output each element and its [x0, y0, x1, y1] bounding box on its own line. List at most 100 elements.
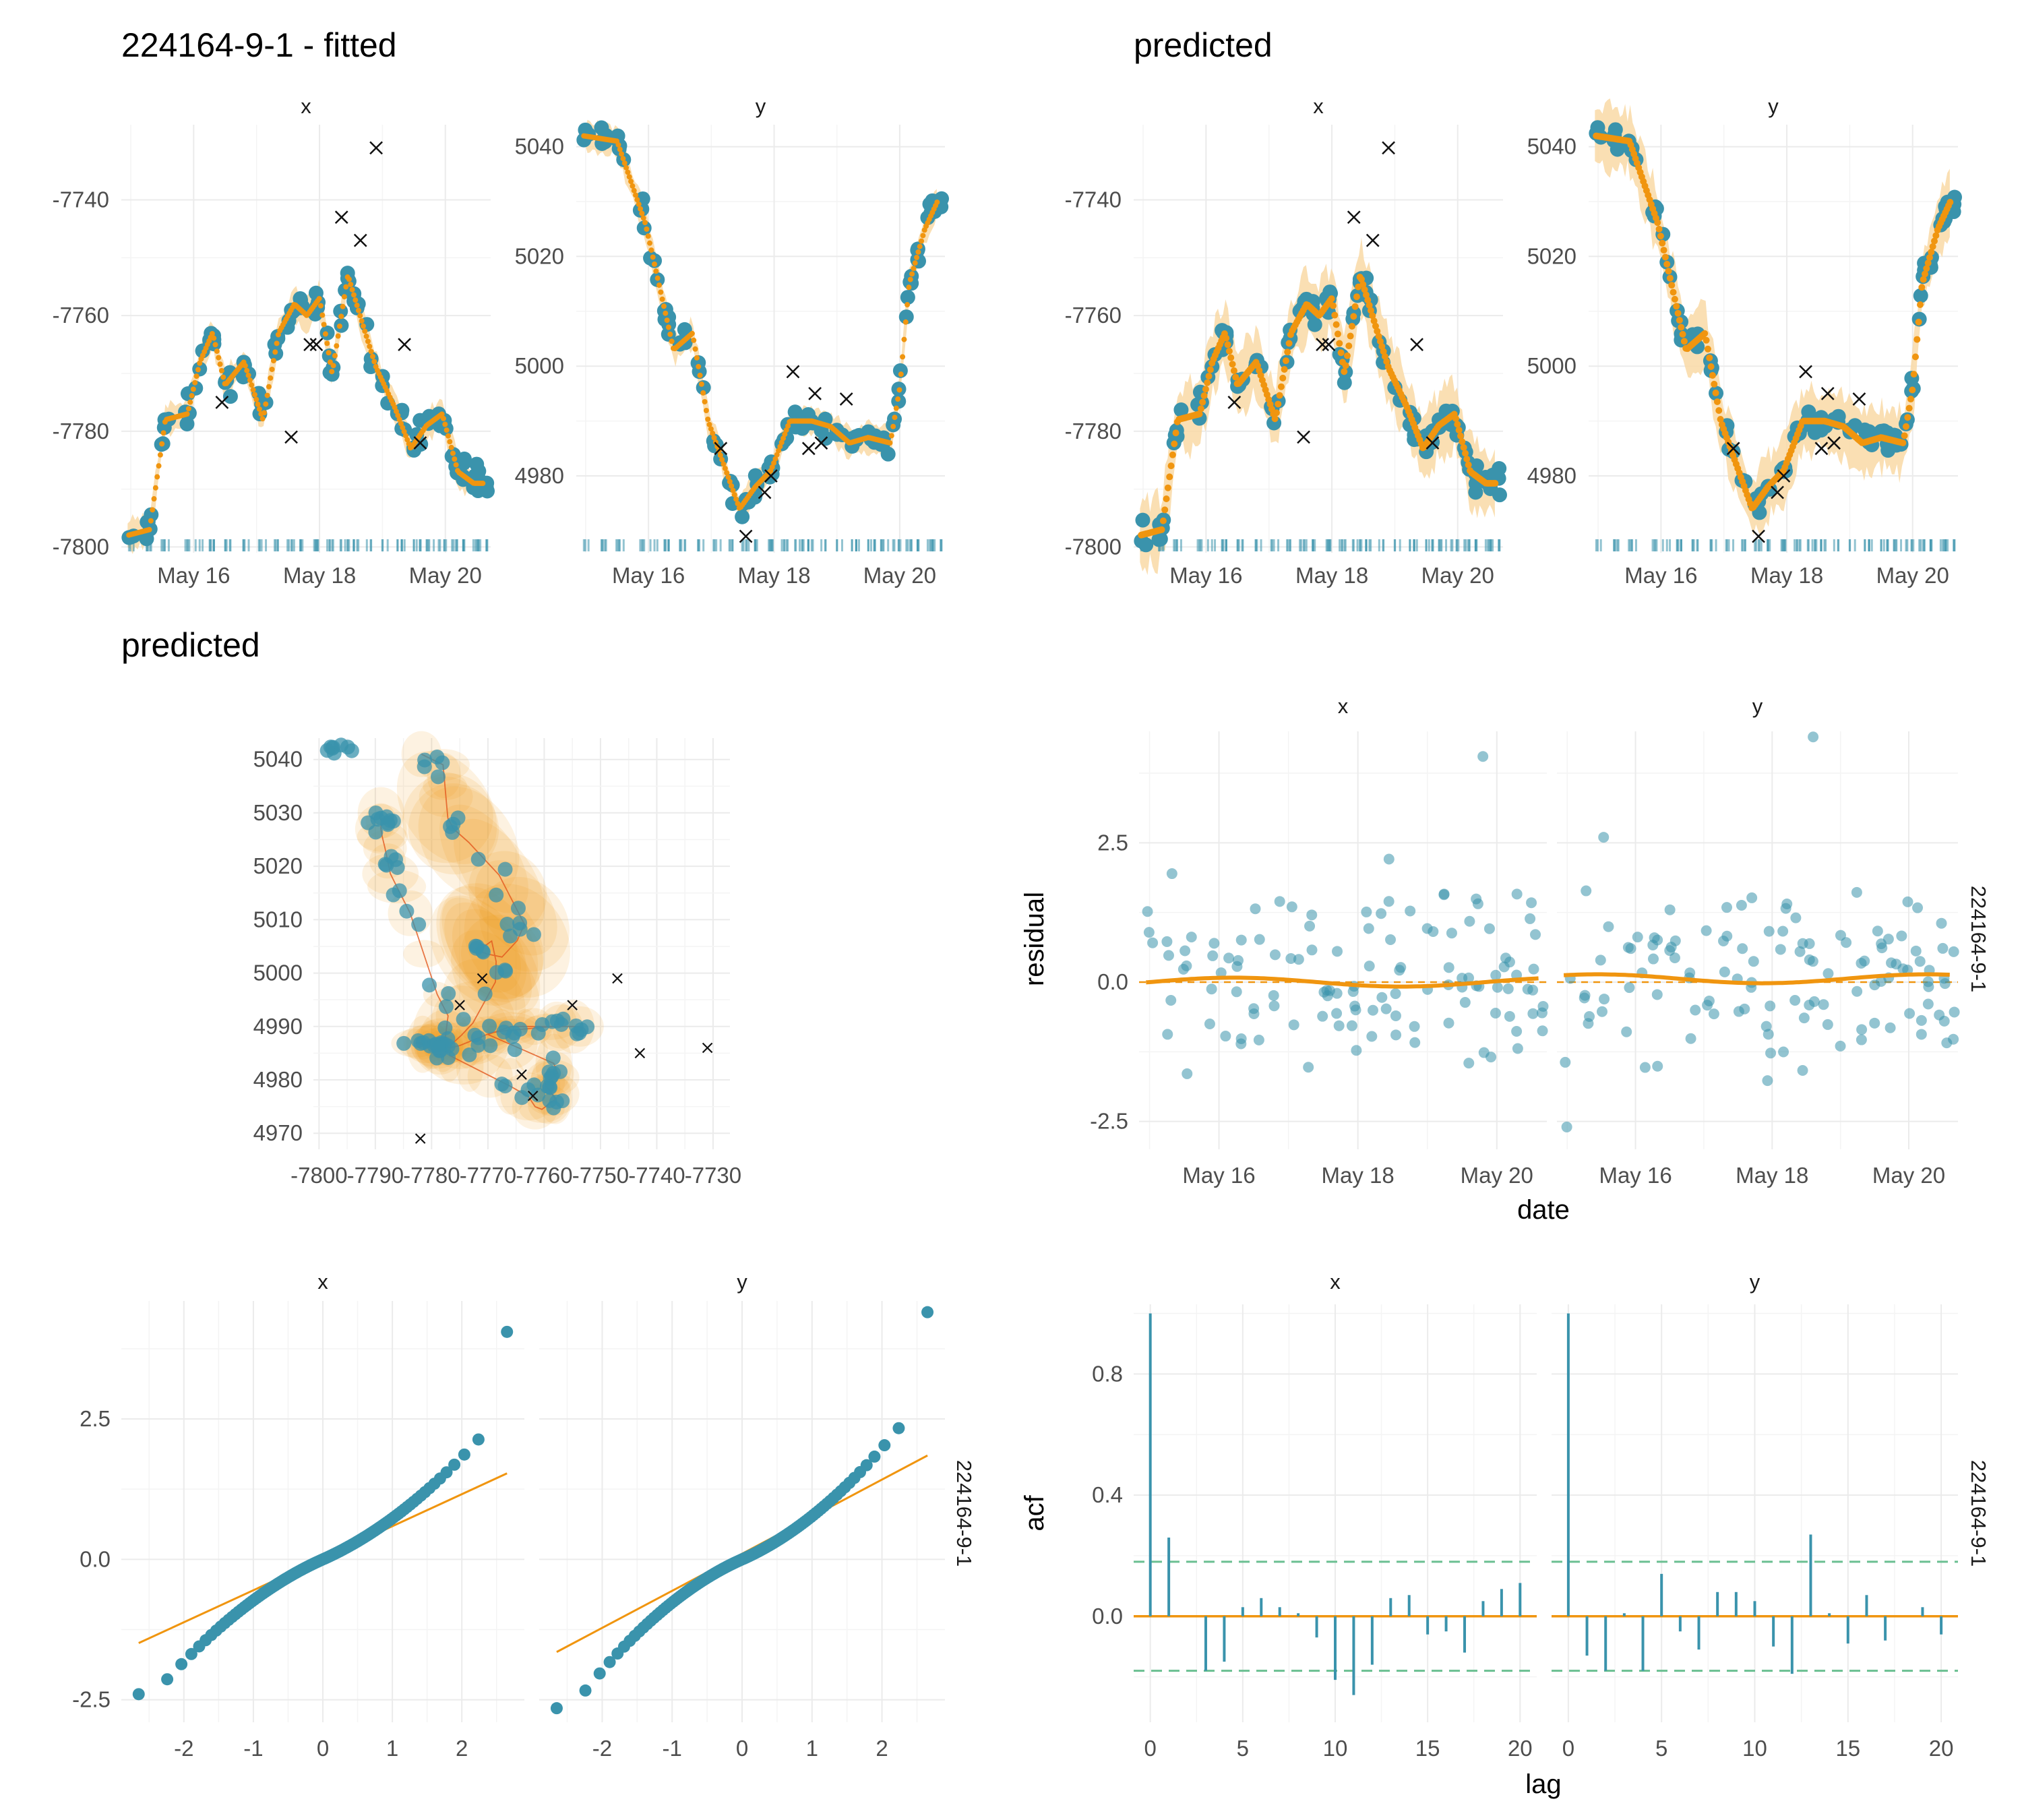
- fit-dot: [669, 338, 675, 344]
- fit-dot: [1350, 313, 1357, 320]
- fit-dot: [150, 507, 156, 513]
- residual-point: [1248, 1008, 1260, 1019]
- fit-dot: [1915, 318, 1922, 326]
- fit-dot: [1918, 284, 1926, 291]
- residual-point: [1231, 986, 1242, 998]
- fit-dot: [633, 192, 639, 198]
- fit-dot: [1284, 348, 1291, 356]
- obs-point: [431, 769, 446, 785]
- x-tick-label: -7740: [628, 1163, 685, 1188]
- fit-dot: [354, 302, 360, 308]
- fit-dot: [644, 226, 650, 232]
- fit-dot: [1353, 293, 1360, 301]
- strip-label: y: [756, 94, 766, 118]
- residual-point: [1763, 926, 1775, 937]
- fit-dot: [698, 381, 704, 387]
- y-tick-label: 5040: [253, 747, 303, 772]
- fit-dot: [1381, 353, 1388, 360]
- fit-dot: [1707, 363, 1715, 370]
- outlier-mark: [764, 469, 778, 483]
- x-tick-label: May 16: [1182, 1163, 1255, 1188]
- outlier-mark: [1382, 141, 1395, 155]
- outlier-mark: [801, 442, 816, 456]
- obs-point: [379, 857, 394, 873]
- fit-dot: [1910, 371, 1918, 378]
- fit-dot: [1370, 317, 1378, 325]
- residual-point: [1215, 967, 1227, 979]
- fit-dot: [336, 323, 342, 329]
- fit-dot: [1378, 342, 1386, 350]
- fit-dot: [694, 355, 700, 361]
- residual-point: [1395, 962, 1407, 973]
- strip-right-qq: 224164-9-1: [952, 1460, 976, 1567]
- residual-point: [1621, 1026, 1632, 1037]
- residual-point: [1306, 909, 1318, 921]
- obs-point: [340, 739, 355, 755]
- fit-dot: [727, 479, 733, 485]
- residual-point: [1936, 917, 1947, 929]
- fit-dot: [906, 284, 912, 291]
- strip-label: x: [1330, 1270, 1341, 1294]
- strip-label: y: [1752, 694, 1763, 718]
- fit-dot: [1271, 415, 1279, 423]
- residual-point: [1914, 956, 1926, 967]
- residual-point: [1235, 934, 1247, 946]
- fit-dot: [1913, 336, 1921, 343]
- outlier-mark: [1366, 233, 1380, 247]
- obs-point: [506, 1025, 522, 1041]
- residual-point: [1639, 1062, 1651, 1073]
- y-tick-label: 5000: [253, 961, 303, 985]
- x-tick-label: -7790: [347, 1163, 404, 1188]
- residual-point: [1822, 1019, 1833, 1030]
- residual-point: [1351, 1045, 1362, 1056]
- fit-dot: [357, 313, 363, 319]
- fit-dot: [275, 332, 281, 338]
- residual-point: [1938, 1015, 1950, 1027]
- obs-point: [510, 901, 526, 916]
- fit-dot: [209, 330, 215, 336]
- obs-point: [503, 928, 518, 944]
- obs-point: [1173, 402, 1189, 417]
- fit-dot: [1923, 265, 1930, 272]
- residual-point: [1364, 961, 1375, 972]
- residual-point: [1781, 899, 1793, 910]
- fit-dot: [1376, 338, 1384, 345]
- residual-point: [1443, 1017, 1454, 1029]
- fit-dot: [1930, 237, 1938, 245]
- obs-point: [546, 1100, 561, 1116]
- strip-label: y: [1768, 94, 1779, 118]
- residual-point: [1390, 1029, 1402, 1041]
- fit-dot: [369, 353, 375, 359]
- outlier-mark: [1347, 210, 1361, 224]
- fit-dot: [445, 433, 451, 439]
- fit-dot: [1380, 348, 1387, 355]
- outlier-mark: [1827, 436, 1841, 450]
- fit-dot: [269, 366, 275, 372]
- residual-point: [1367, 1004, 1378, 1016]
- fit-dot: [1701, 330, 1709, 337]
- x-tick-label: May 20: [1872, 1163, 1945, 1188]
- fit-dot: [1666, 274, 1674, 282]
- fit-dot: [1199, 398, 1206, 406]
- residual-point: [1443, 962, 1454, 973]
- x-tick-label: 15: [1415, 1736, 1440, 1761]
- fit-dot: [1663, 260, 1671, 268]
- residual-point: [1948, 946, 1959, 957]
- fit-dot: [1223, 334, 1230, 342]
- fit-dot: [1331, 311, 1339, 319]
- residual-point: [1922, 998, 1934, 1010]
- obs-point: [546, 1066, 561, 1081]
- residual-point: [1885, 1022, 1896, 1033]
- fit-dot: [189, 393, 195, 399]
- fit-dot: [1367, 307, 1374, 314]
- fit-band: [1595, 98, 1950, 537]
- fit-dot: [1334, 330, 1341, 338]
- residual-point: [1446, 928, 1457, 939]
- x-tick-label: May 18: [1736, 1163, 1808, 1188]
- fit-dot: [1947, 198, 1954, 206]
- fit-dot: [645, 233, 651, 239]
- x-tick-label: 1: [386, 1736, 398, 1761]
- panel-fitted-y: y May 16 May 18 May 20 4980 5000 5020 5040: [515, 94, 950, 588]
- fit-dot: [1709, 371, 1716, 379]
- fit-dot: [1680, 338, 1688, 345]
